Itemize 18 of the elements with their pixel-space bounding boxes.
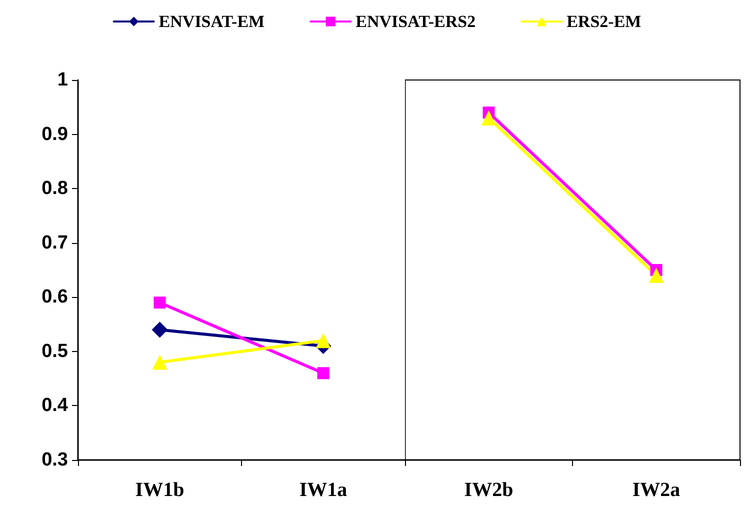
legend-label: ENVISAT-EM bbox=[158, 12, 265, 31]
y-tick-label: 1 bbox=[57, 70, 68, 90]
y-tick-label: 0.7 bbox=[42, 232, 68, 254]
y-tick-label: 0.5 bbox=[42, 340, 68, 362]
y-tick-label: 0.9 bbox=[42, 124, 68, 145]
x-tick-label: IW1b bbox=[135, 479, 184, 501]
point bbox=[317, 367, 330, 380]
legend-label: ERS2-EM bbox=[566, 12, 642, 31]
y-tick-label: 0.3 bbox=[42, 450, 68, 470]
legend-label: ENVISAT-ERS2 bbox=[356, 12, 476, 31]
y-tick-label: 0.8 bbox=[42, 178, 68, 200]
point bbox=[152, 322, 168, 338]
point bbox=[154, 296, 166, 309]
x-tick-label: IW1a bbox=[299, 479, 348, 501]
x-tick-label: IW2b bbox=[464, 479, 514, 501]
x-tick-label: IW2a bbox=[632, 479, 680, 501]
y-tick-label: 0.4 bbox=[42, 395, 68, 416]
y-tick-label: 0.6 bbox=[42, 286, 68, 308]
